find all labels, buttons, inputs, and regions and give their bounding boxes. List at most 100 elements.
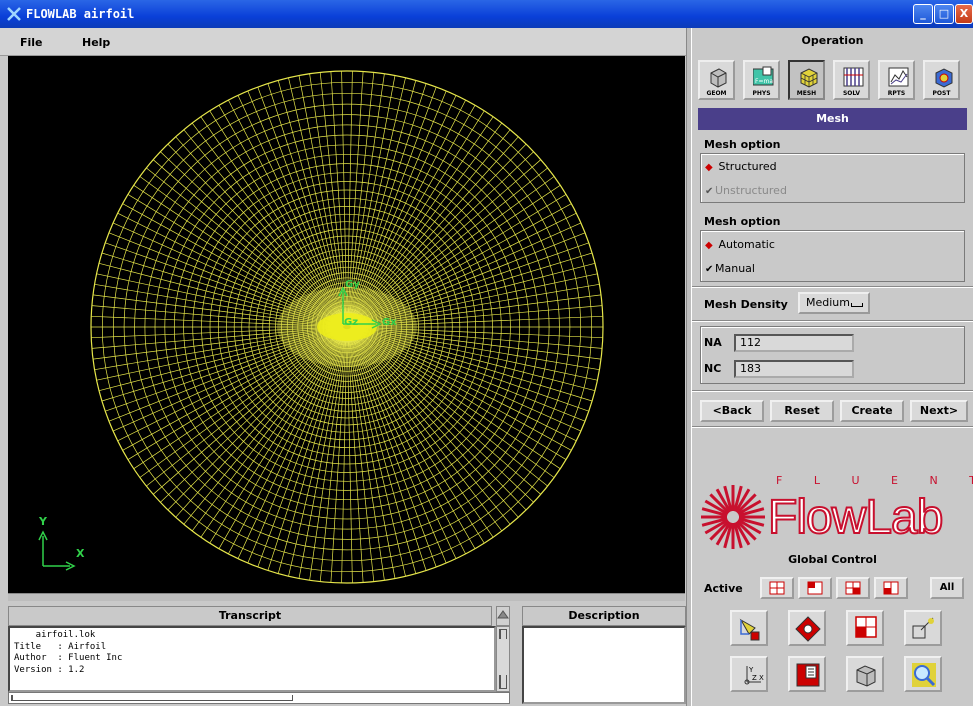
arrow-up-icon	[497, 610, 509, 619]
axis-gy-label: Gy	[345, 279, 360, 290]
layout-grid-icon	[796, 663, 820, 687]
minimize-button[interactable]: _	[913, 4, 933, 24]
unstructured-label: Unstructured	[715, 184, 787, 197]
mesh-ring	[123, 103, 571, 551]
create-button[interactable]: Create	[840, 400, 904, 422]
transform-icon	[739, 618, 760, 641]
shade-cube-icon	[856, 665, 876, 687]
mesh-ring	[262, 242, 432, 412]
post-button[interactable]: POST	[923, 60, 960, 100]
automatic-radio[interactable]: ◆ Automatic	[705, 238, 775, 251]
mesh-option-label-1: Mesh option	[704, 138, 781, 151]
transcript-text[interactable]: airfoil.lok Title : Airfoil Author : Flu…	[8, 626, 496, 692]
mesh-ring	[192, 172, 502, 482]
zoom-button[interactable]	[904, 656, 942, 692]
physics-icon: F=ma	[753, 66, 774, 86]
scroll-bottom-thumb[interactable]	[499, 675, 507, 689]
option-menu-indicator-icon	[851, 303, 863, 307]
logo-wordmark: FlowLab	[767, 490, 944, 545]
mesh-button[interactable]: MESH	[788, 60, 825, 100]
sunburst-ray	[733, 485, 743, 512]
sunburst-ray	[723, 485, 733, 512]
grid-size-group	[700, 326, 965, 384]
manual-radio[interactable]: ✔ Manual	[705, 262, 755, 275]
transcript-hscrollbar[interactable]	[8, 692, 510, 704]
zoom-select-icon	[912, 617, 934, 639]
scroll-top-thumb[interactable]	[499, 629, 507, 639]
geom-button[interactable]: GEOM	[698, 60, 735, 100]
manual-label: Manual	[715, 262, 755, 275]
mesh-ring	[315, 296, 379, 358]
shade-button[interactable]	[846, 656, 884, 692]
mesh-ring	[173, 153, 521, 501]
description-text[interactable]	[522, 626, 686, 704]
operation-title: Operation	[801, 34, 864, 47]
graphics-viewport[interactable]: Y X Gy Gx Gz	[8, 56, 685, 593]
mesh-option-label-2: Mesh option	[704, 215, 781, 228]
description-header: Description	[522, 606, 686, 626]
next-button[interactable]: Next>	[910, 400, 968, 422]
svg-text:Y: Y	[748, 666, 754, 674]
mesh-ring	[255, 235, 439, 419]
sunburst-ray	[715, 521, 732, 546]
active-viewport-3-button[interactable]	[836, 577, 870, 599]
mesh-ring	[134, 114, 560, 540]
mesh-density-dropdown[interactable]: Medium	[798, 292, 870, 314]
transform-button[interactable]	[730, 610, 768, 646]
menu-help[interactable]: Help	[82, 36, 111, 49]
na-label: NA	[704, 336, 722, 349]
sunburst-ray	[736, 493, 757, 514]
mesh-density-value: Medium	[806, 296, 850, 309]
global-control-title: Global Control	[788, 553, 877, 566]
layout-button[interactable]	[788, 656, 826, 692]
zoom-select-button[interactable]	[904, 610, 942, 646]
sunburst-ray	[737, 518, 762, 535]
mesh-ring	[101, 81, 593, 573]
maximize-button[interactable]: □	[934, 4, 954, 24]
mesh-cube-icon	[800, 68, 818, 88]
viewport-bottom-strip	[8, 593, 685, 601]
mesh-ring	[292, 272, 402, 382]
rotate-button[interactable]	[788, 610, 826, 646]
viewport-top-right-icon	[845, 581, 861, 595]
active-viewport-4-button[interactable]	[874, 577, 908, 599]
transcript-scroll-up-button[interactable]	[496, 606, 510, 626]
sunburst-ray	[736, 520, 757, 541]
phys-button[interactable]: F=ma PHYS	[743, 60, 780, 100]
back-button[interactable]: <Back	[700, 400, 764, 422]
menu-file[interactable]: File	[20, 36, 43, 49]
menu-bar: File Help	[0, 28, 690, 56]
mesh-mode-group: ◆ Automatic ✔ Manual	[700, 230, 965, 282]
airfoil-dense-halo	[277, 287, 417, 367]
mesh-ring	[286, 266, 408, 388]
na-input[interactable]: 112	[734, 334, 854, 352]
nc-input[interactable]: 183	[734, 360, 854, 378]
post-processing-icon	[935, 68, 953, 88]
active-viewport-1-button[interactable]	[760, 577, 794, 599]
structured-radio[interactable]: ◆ Structured	[705, 160, 777, 173]
sunburst-ray	[734, 521, 751, 546]
active-all-button[interactable]: All	[930, 577, 964, 599]
svg-text:F=ma: F=ma	[755, 78, 773, 85]
sunburst-ray	[709, 520, 730, 541]
active-viewport-2-button[interactable]	[798, 577, 832, 599]
mesh-ring	[90, 70, 604, 584]
mesh-ring	[248, 228, 446, 426]
solv-button[interactable]: SOLV	[833, 60, 870, 100]
geometry-cube-icon	[710, 68, 727, 88]
mesh-ring	[144, 124, 550, 530]
rpts-button[interactable]: RPTS	[878, 60, 915, 100]
panel-divider[interactable]	[686, 28, 692, 706]
automatic-label: Automatic	[718, 238, 775, 251]
sunburst-ray	[715, 488, 732, 513]
close-button[interactable]: X	[955, 4, 973, 24]
mesh-section-header: Mesh	[698, 108, 967, 130]
axis-gx-label: Gx	[382, 317, 397, 328]
view-button[interactable]	[846, 610, 884, 646]
transcript-vscrollbar[interactable]	[496, 626, 510, 692]
mesh-ring	[307, 287, 387, 367]
hscroll-thumb[interactable]	[11, 695, 293, 701]
reset-button[interactable]: Reset	[770, 400, 834, 422]
sunburst-logo-icon	[701, 485, 765, 549]
